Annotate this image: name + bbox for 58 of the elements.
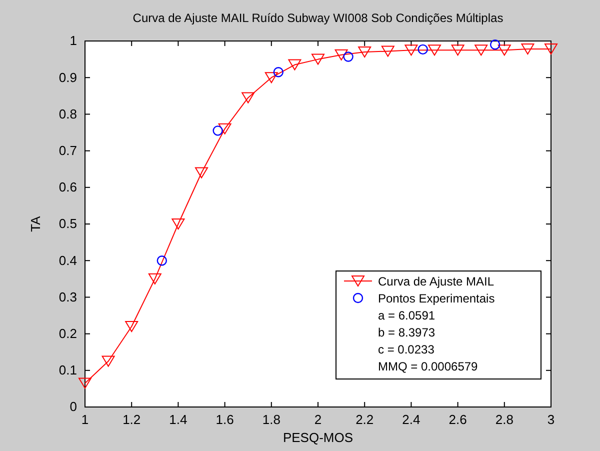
point: [148, 273, 162, 284]
point: [498, 44, 511, 56]
legend-label: Curva de Ajuste MAIL: [378, 274, 494, 288]
point: [451, 44, 464, 56]
y-tick-label: 0.6: [58, 180, 77, 195]
x-tick-label: 2.8: [495, 412, 514, 428]
point: [404, 44, 418, 56]
point: [102, 356, 115, 367]
annotation: c = 0.0233: [378, 342, 435, 356]
point: [218, 123, 232, 134]
x-tick-label: 2: [314, 412, 322, 428]
point: [418, 44, 428, 55]
x-tick-label: 2.2: [356, 412, 374, 428]
y-tick-label: 0: [70, 399, 77, 414]
x-tick-label: 1.6: [216, 412, 234, 428]
x-axis-title: PESQ-MOS: [282, 430, 354, 445]
y-axis-title: TA: [28, 216, 43, 232]
point: [343, 52, 354, 62]
point: [312, 54, 324, 65]
annotation: a = 6.0591: [378, 308, 436, 322]
point: [428, 44, 441, 56]
point: [125, 320, 138, 332]
y-tick-label: 0.1: [58, 362, 77, 378]
y-tick-label: 0.4: [58, 252, 77, 268]
point: [78, 378, 92, 389]
point: [544, 44, 558, 55]
y-tick-label: 0.7: [58, 142, 77, 158]
point: [195, 167, 208, 178]
x-tick-label: 3: [547, 412, 555, 428]
point: [521, 44, 534, 55]
x-tick-label: 2.6: [448, 412, 467, 428]
x-tick-label: 1: [81, 412, 89, 428]
legend-label: Pontos Experimentais: [378, 292, 495, 306]
annotation: MMQ = 0.0006579: [378, 360, 478, 374]
y-tick-label: 0.5: [58, 216, 77, 232]
point: [358, 46, 372, 58]
point: [474, 44, 488, 56]
y-tick-label: 0.2: [58, 326, 77, 341]
point: [273, 67, 284, 78]
y-tick-label: 0.9: [58, 70, 77, 85]
point: [212, 126, 223, 136]
point: [381, 46, 394, 57]
x-tick-label: 1.8: [262, 412, 280, 428]
point: [172, 218, 185, 230]
y-tick-label: 1: [70, 33, 77, 48]
point: [334, 49, 348, 60]
point: [242, 92, 255, 104]
point: [264, 72, 278, 84]
chart-title: Curva de Ajuste MAIL Ruído Subway WI008 Sob Condições Múltiplas: [132, 11, 504, 25]
x-tick-label: 2.4: [402, 412, 420, 428]
y-tick-label: 0.3: [58, 289, 77, 304]
point: [490, 40, 500, 50]
x-tick-label: 1.2: [122, 412, 141, 428]
point: [288, 59, 302, 70]
x-tick-label: 1.4: [169, 412, 188, 428]
point: [156, 256, 167, 266]
annotation: b = 8.3973: [378, 326, 436, 340]
y-tick-label: 0.8: [58, 106, 77, 122]
